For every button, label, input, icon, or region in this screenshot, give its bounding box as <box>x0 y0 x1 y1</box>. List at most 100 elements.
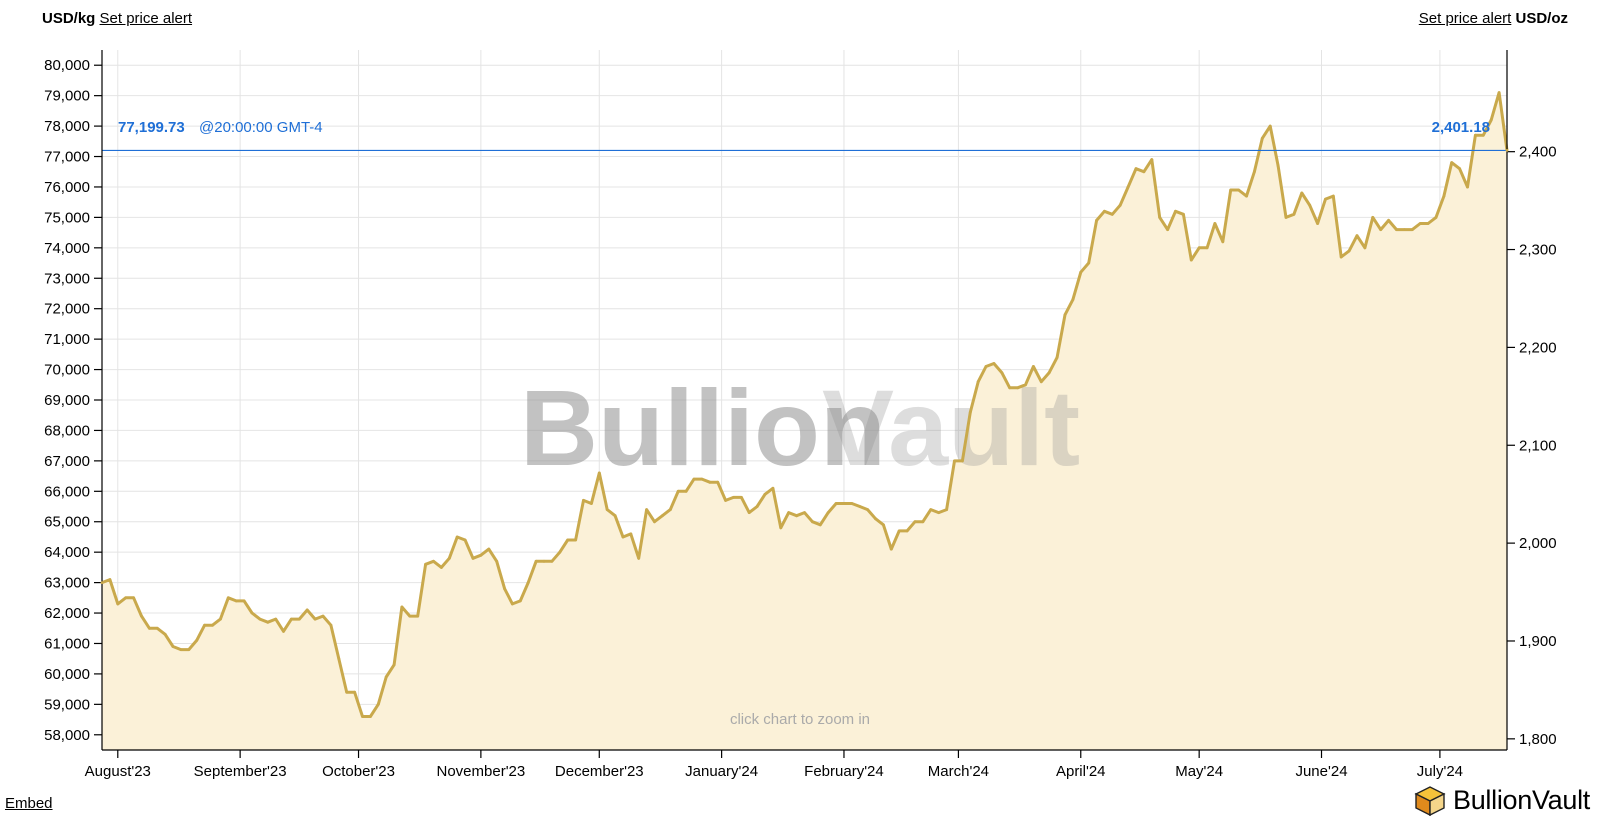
data-point <box>1118 203 1122 207</box>
data-point <box>447 556 451 560</box>
data-point <box>1008 386 1012 390</box>
vault-cube-icon <box>1414 786 1446 816</box>
y2-tick-label: 1,800 <box>1519 731 1557 748</box>
data-point <box>400 605 404 609</box>
set-price-alert-left-link[interactable]: Set price alert <box>99 10 193 27</box>
y-tick-label: 72,000 <box>44 301 90 318</box>
data-point <box>155 626 159 630</box>
y-tick-label: 65,000 <box>44 514 90 531</box>
data-point <box>921 520 925 524</box>
left-unit-header: USD/kg Set price alert <box>42 10 192 27</box>
y2-tick-label: 2,000 <box>1519 535 1557 552</box>
bullionvault-logo[interactable]: BullionVault <box>1413 784 1590 816</box>
y-tick-label: 66,000 <box>44 483 90 500</box>
data-point <box>803 511 806 514</box>
embed-link[interactable]: Embed <box>5 795 53 812</box>
data-point <box>1016 386 1019 390</box>
axes: 58,000 59,000 60,000 61,000 62,000 63,000 64,0… <box>44 50 1557 780</box>
x-tick-label: August'23 <box>85 763 151 780</box>
x-tick-label: October'23 <box>322 763 395 780</box>
data-point <box>645 508 648 511</box>
data-point <box>874 517 877 521</box>
x-tick-label: January'24 <box>685 763 758 780</box>
data-point <box>195 639 199 642</box>
y-tick-label: 77,000 <box>44 149 90 166</box>
data-point <box>1292 212 1296 216</box>
data-point <box>1205 246 1209 250</box>
data-point <box>795 514 798 518</box>
data-point <box>574 538 577 542</box>
data-point <box>1024 383 1027 387</box>
data-point <box>132 596 136 600</box>
data-point <box>605 508 609 511</box>
data-point <box>913 520 917 524</box>
data-point <box>1182 212 1185 216</box>
y-tick-label: 68,000 <box>44 422 90 439</box>
set-price-alert-right-link[interactable]: Set price alert <box>1418 10 1512 27</box>
x-tick-label: February'24 <box>804 763 884 780</box>
data-point <box>1403 228 1406 232</box>
data-points <box>100 91 1509 718</box>
y-tick-label: 62,000 <box>44 605 90 622</box>
gold-price-chart[interactable]: Bullion Vault 77,199.73 @20:00:00 GMT-4 … <box>0 0 1600 790</box>
data-point <box>1126 185 1130 189</box>
data-point <box>479 553 483 557</box>
data-point <box>1260 136 1264 140</box>
data-point <box>597 471 601 475</box>
data-point <box>668 508 672 511</box>
data-point <box>211 623 214 627</box>
data-point <box>834 502 838 505</box>
x-tick-label: December'23 <box>555 763 644 780</box>
data-point <box>353 690 356 694</box>
y-tick-label: 75,000 <box>44 209 90 226</box>
data-point <box>1371 216 1375 219</box>
data-point <box>1079 270 1083 274</box>
data-point <box>684 489 688 493</box>
right-unit-header: Set price alert USD/oz <box>1419 10 1568 27</box>
data-point <box>661 514 664 518</box>
data-point <box>1331 194 1335 198</box>
data-point <box>550 559 554 563</box>
x-tick-label: September'23 <box>194 763 287 780</box>
data-point <box>369 715 372 718</box>
data-point <box>1071 298 1075 301</box>
y-tick-label: 70,000 <box>44 362 90 379</box>
data-point <box>226 596 230 600</box>
x-tick-label: June'24 <box>1295 763 1347 780</box>
data-point <box>842 502 846 505</box>
data-point <box>558 550 562 554</box>
data-point <box>219 617 222 621</box>
data-point <box>771 486 775 490</box>
data-point <box>432 559 435 563</box>
data-point <box>582 499 585 502</box>
data-point <box>1000 371 1004 374</box>
data-point <box>100 581 104 584</box>
data-point <box>1458 167 1461 171</box>
data-point <box>811 520 814 524</box>
data-point <box>1466 185 1469 189</box>
data-point <box>1110 212 1114 216</box>
data-point <box>858 505 862 508</box>
data-point <box>905 529 909 533</box>
data-point <box>1229 188 1233 192</box>
data-point <box>1150 158 1154 162</box>
data-point <box>653 520 656 524</box>
data-point <box>416 614 420 618</box>
data-point <box>1158 216 1162 219</box>
y-tick-label: 76,000 <box>44 179 90 196</box>
data-point <box>700 477 704 481</box>
data-point <box>234 599 238 603</box>
data-point <box>1347 249 1351 253</box>
data-point <box>1134 167 1138 171</box>
data-point <box>953 459 956 463</box>
data-point <box>1055 356 1059 359</box>
y-tick-label: 79,000 <box>44 88 90 105</box>
data-point <box>148 626 151 630</box>
data-point <box>818 523 822 527</box>
data-point <box>992 362 996 365</box>
data-point <box>345 690 349 694</box>
y-tick-label: 69,000 <box>44 392 90 409</box>
watermark-vault: Vault <box>822 367 1080 488</box>
data-point <box>897 529 901 533</box>
current-time: @20:00:00 GMT-4 <box>199 119 323 136</box>
